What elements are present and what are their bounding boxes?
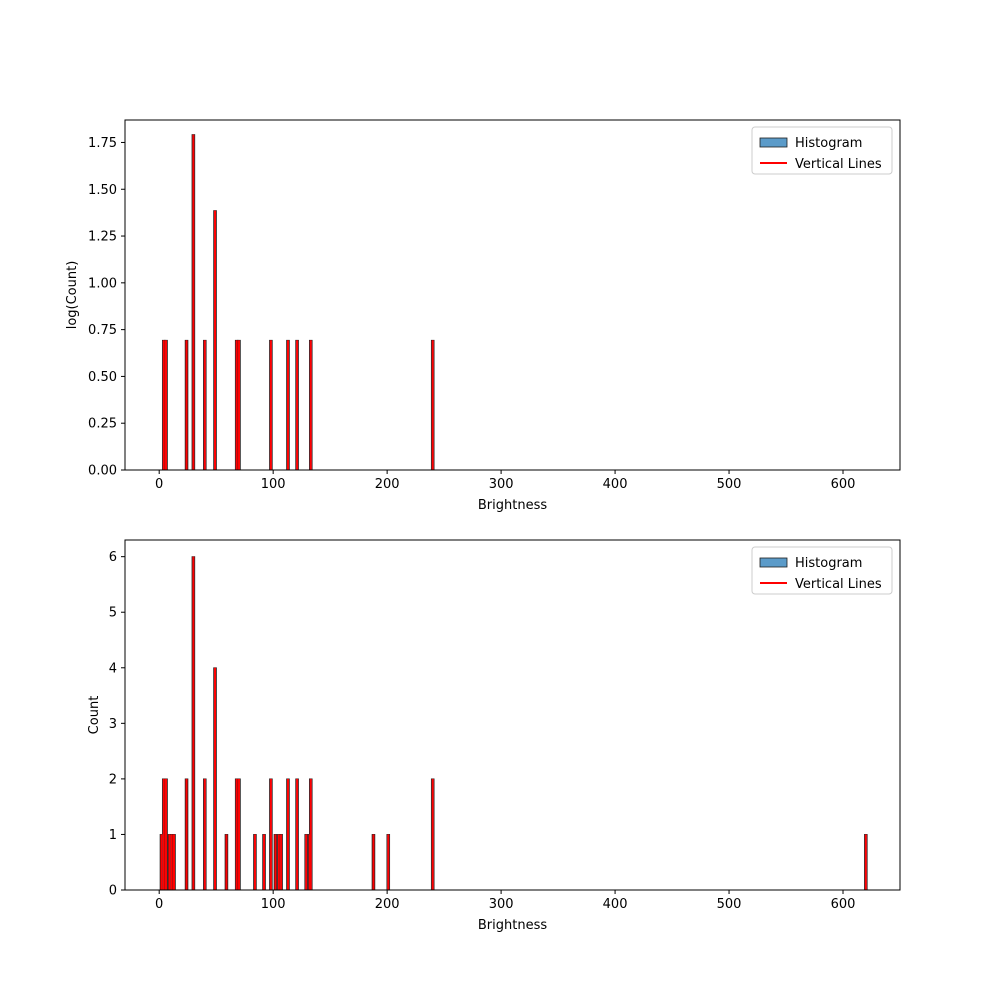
top-legend: Histogram Vertical Lines (751, 126, 893, 175)
top-x-tick-label: 100 (261, 477, 286, 492)
bottom-y-tick-label: 5 (109, 606, 117, 621)
bottom-y-tick-label: 4 (109, 661, 117, 676)
top-x-tick-label: 0 (155, 477, 163, 492)
top-x-tick-label: 400 (603, 477, 628, 492)
top-y-tick-label: 1.00 (88, 276, 117, 291)
bottom-x-tick-label: 100 (261, 897, 286, 912)
top-y-tick-label: 1.75 (88, 136, 117, 151)
bottom-legend: Histogram Vertical Lines (751, 546, 893, 595)
top-x-tick-label: 500 (717, 477, 742, 492)
bottom-x-tick-label: 300 (489, 897, 514, 912)
top-legend-histogram-label: Histogram (795, 136, 862, 151)
top-x-tick-label: 200 (375, 477, 400, 492)
top-series-2 (162, 134, 434, 470)
bottom-x-axis-label: Brightness (478, 918, 547, 933)
bottom-y-tick-label: 1 (109, 828, 117, 843)
bottom-series-2 (160, 556, 867, 890)
top-y-tick-label: 1.50 (88, 183, 117, 198)
bottom-legend-vertical-lines-label: Vertical Lines (795, 577, 882, 592)
top-legend-vertical-lines-label: Vertical Lines (795, 157, 882, 172)
top-y-tick-label: 0.00 (88, 464, 117, 479)
bottom-axes-frame (124, 539, 901, 891)
bottom-x-tick-label: 400 (603, 897, 628, 912)
bottom-legend-histogram-swatch (759, 557, 788, 568)
top-x-tick-label: 300 (489, 477, 514, 492)
top-y-tick-label: 0.25 (88, 417, 117, 432)
top-legend-histogram-swatch (759, 137, 788, 148)
bottom-y-tick-label: 6 (109, 550, 117, 565)
bottom-x-tick-label: 600 (831, 897, 856, 912)
top-axes-frame (124, 119, 901, 471)
bottom-plot-area (125, 540, 900, 890)
top-chart-panel: 0 100 200 300 400 500 600 0.00 0.25 0.50 0.75 1.00 1… (65, 119, 901, 513)
top-x-tick-label: 600 (831, 477, 856, 492)
top-y-axis-label: log(Count) (65, 261, 80, 330)
bottom-y-tick-label: 3 (109, 717, 117, 732)
bottom-y-tick-label: 0 (109, 884, 117, 899)
top-y-tick-label: 0.50 (88, 370, 117, 385)
bottom-x-tick-label: 0 (155, 897, 163, 912)
top-plot-area (125, 120, 900, 470)
bottom-legend-histogram-label: Histogram (795, 556, 862, 571)
bottom-chart-panel: 0 100 200 300 400 500 600 0 1 2 3 4 5 6 Brightness Coun… (87, 539, 901, 933)
top-x-axis-label: Brightness (478, 498, 547, 513)
bottom-x-tick-label: 500 (717, 897, 742, 912)
bottom-y-tick-label: 2 (109, 772, 117, 787)
top-y-tick-label: 0.75 (88, 323, 117, 338)
top-y-tick-label: 1.25 (88, 230, 117, 245)
bottom-y-axis-label: Count (87, 696, 102, 735)
bottom-x-tick-label: 200 (375, 897, 400, 912)
